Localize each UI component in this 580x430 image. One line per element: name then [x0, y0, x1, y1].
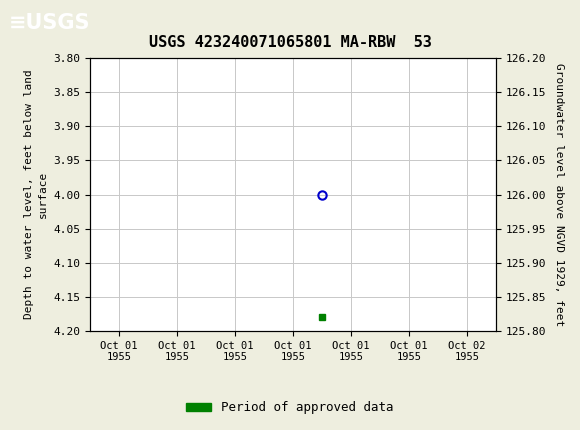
Legend: Period of approved data: Period of approved data — [181, 396, 399, 419]
Text: USGS 423240071065801 MA-RBW  53: USGS 423240071065801 MA-RBW 53 — [148, 35, 432, 50]
Text: ≡USGS: ≡USGS — [9, 12, 90, 33]
Y-axis label: Depth to water level, feet below land
surface: Depth to water level, feet below land su… — [24, 70, 48, 319]
Y-axis label: Groundwater level above NGVD 1929, feet: Groundwater level above NGVD 1929, feet — [554, 63, 564, 326]
